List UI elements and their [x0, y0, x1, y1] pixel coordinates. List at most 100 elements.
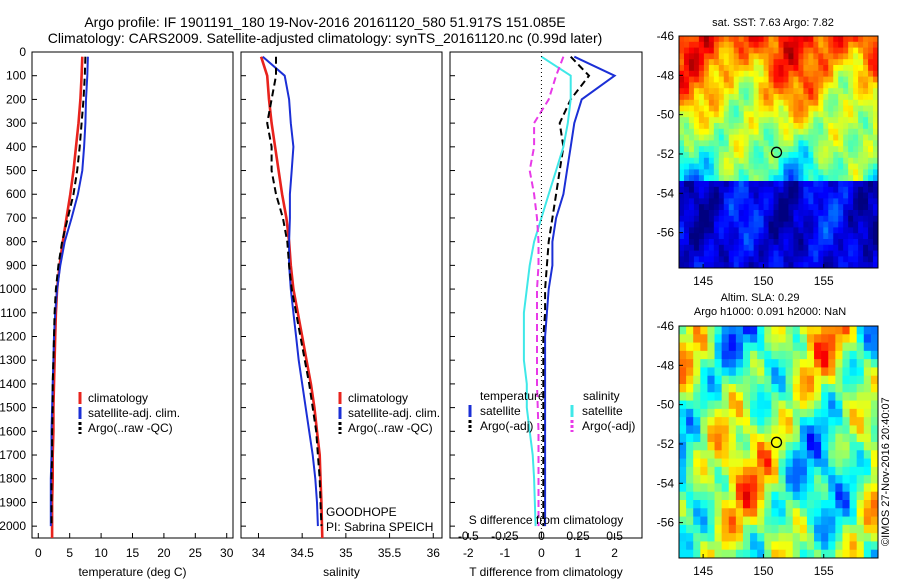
sla_map-cell: [828, 334, 836, 343]
sst_map-cell: [873, 105, 879, 112]
sst_map-cell: [848, 76, 854, 83]
sst_map-cell: [733, 99, 740, 106]
sst_map-cell: [823, 76, 829, 83]
sst_map-cell: [708, 152, 715, 159]
sst_map-cell: [743, 59, 750, 66]
sst_map-cell: [708, 111, 715, 118]
sst_map-cell: [783, 105, 789, 112]
sst_map-cell: [828, 256, 834, 263]
sst_map-cell: [703, 244, 710, 251]
sst_map-cell: [758, 244, 764, 251]
sst_map-cell: [758, 123, 764, 130]
sst_map-cell: [823, 198, 829, 205]
sla_map-cell: [707, 549, 715, 559]
sst_map-cell: [733, 210, 740, 217]
sst_map-cell: [703, 88, 710, 95]
sst_map-cell: [853, 94, 859, 101]
temperature-xtick-label-5: 25: [189, 546, 203, 560]
sla_map-cell: [870, 442, 879, 451]
sla_map-cell: [806, 417, 815, 426]
sst_map-cell: [763, 163, 769, 170]
sst_map-cell: [698, 227, 705, 234]
sla_map-cell: [806, 326, 815, 335]
sst_map-cell: [828, 76, 834, 83]
sst_map-cell: [693, 82, 700, 89]
sst_map-cell: [828, 227, 834, 234]
sst_map-cell: [813, 53, 819, 60]
sst_map-cell: [703, 65, 710, 72]
sst_map-cell: [768, 198, 774, 205]
sst_map-cell: [848, 123, 854, 130]
sst_map-cell: [778, 198, 784, 205]
sst_map-cell: [808, 262, 814, 269]
sla_map-cell: [828, 466, 836, 476]
sst_map-cell: [858, 262, 864, 269]
sst_map-cell: [873, 169, 879, 176]
sst_map-cell: [788, 233, 794, 240]
sla_map-cell: [707, 359, 715, 368]
sst_map-cell: [718, 70, 725, 77]
sst_map-cell: [718, 53, 725, 60]
sla_map-cell: [728, 549, 737, 559]
sst_map-cell: [863, 181, 869, 188]
sst_map-cell: [848, 204, 854, 211]
sst_map-cell: [679, 88, 685, 95]
sst_map-cell: [873, 175, 879, 182]
sst_map-cell: [688, 117, 695, 124]
sst_map-cell: [688, 36, 695, 43]
sla_map-cell: [714, 475, 723, 484]
sla_map-cell: [870, 458, 879, 468]
sla_map-cell: [863, 483, 872, 493]
sst_map-cell: [833, 198, 839, 205]
sst_map-cell: [718, 82, 725, 89]
sst_map-cell: [743, 262, 750, 269]
sst_map-cell: [713, 88, 720, 95]
sst_map-cell: [798, 262, 804, 269]
sla_map-cell: [821, 425, 829, 435]
sst_map-cell: [708, 94, 715, 101]
sla_map-cell: [771, 326, 779, 335]
sla_map-cell: [750, 442, 758, 451]
difference-s-tick-label-0: -0.5: [458, 529, 479, 543]
sla_map-cell: [785, 334, 794, 343]
sst_map-cell: [703, 186, 710, 193]
sla_map-cell: [785, 408, 794, 418]
sst_map-cell: [708, 215, 715, 222]
sst_map-cell: [793, 105, 799, 112]
sst_map-cell: [873, 204, 879, 211]
sst_map-cell: [698, 59, 705, 66]
sst_map-cell: [758, 198, 764, 205]
sla_map-cell: [856, 375, 865, 385]
sst_map-cell: [828, 47, 834, 54]
sst_map-cell: [853, 262, 859, 269]
sst_map-cell: [693, 36, 700, 43]
sst_map-cell: [853, 221, 859, 228]
sst_map-cell: [783, 128, 789, 135]
sst_map-cell: [758, 53, 764, 60]
sst_map-cell: [838, 227, 844, 234]
sla_map-cell: [707, 541, 715, 551]
sst_map-cell: [808, 128, 814, 135]
sst_map-cell: [863, 88, 869, 95]
sst_map-cell: [708, 204, 715, 211]
sla_map-cell: [835, 375, 843, 385]
sla_map-cell: [842, 425, 850, 435]
sst_map-cell: [703, 192, 710, 199]
sst_map-cell: [863, 65, 869, 72]
sst_map-cell: [688, 111, 695, 118]
sla_map-cell: [785, 491, 794, 501]
sst_map-cell: [848, 210, 854, 217]
sst_map-cell: [873, 198, 879, 205]
sla_map-cell: [806, 359, 815, 368]
sst_map-cell: [679, 146, 685, 153]
sla_map-cell: [792, 516, 801, 526]
sst_map-cell: [708, 99, 715, 106]
sla_map-cell: [757, 524, 765, 534]
sla_map-cell: [863, 433, 872, 443]
sst_map-cell: [743, 53, 750, 60]
sst_map-cell: [833, 76, 839, 83]
sla_map-cell: [679, 392, 687, 401]
sst_map-cell: [798, 210, 804, 217]
sst_map-cell: [773, 82, 779, 89]
sla_map-cell: [799, 359, 808, 368]
